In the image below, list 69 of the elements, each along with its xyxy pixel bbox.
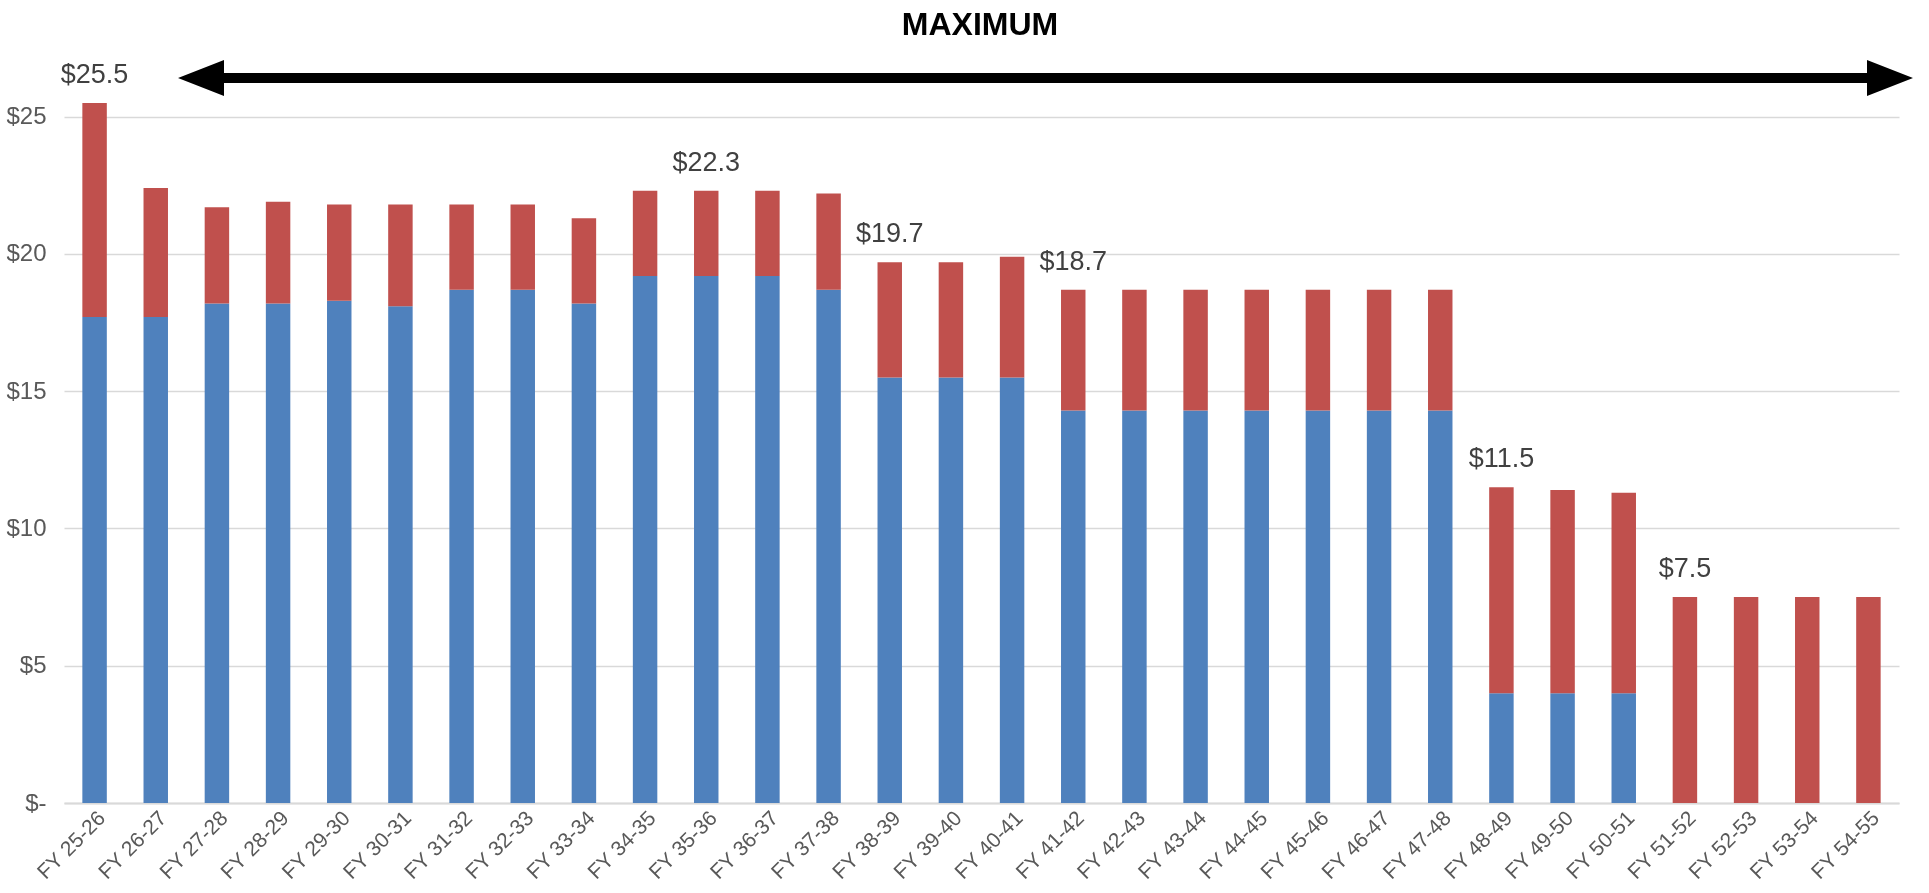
- bar: [204, 207, 230, 304]
- bar: [755, 275, 780, 803]
- y-tick-label: $-: [25, 788, 47, 816]
- bar: [1366, 410, 1392, 803]
- bar: [1856, 597, 1881, 803]
- bar: [632, 190, 658, 276]
- bar: [449, 204, 474, 290]
- bar: [1244, 410, 1269, 803]
- total-label: $25.5: [60, 59, 129, 89]
- total-label: $11.5: [1468, 443, 1535, 474]
- bar: [1550, 490, 1575, 694]
- bar: [1428, 289, 1453, 411]
- bar: [755, 190, 780, 276]
- bar: [1061, 410, 1086, 803]
- bar: [571, 218, 597, 304]
- bar: [265, 201, 291, 304]
- bar: [1489, 693, 1514, 803]
- bar: [510, 289, 535, 803]
- y-tick-label: $20: [6, 239, 47, 267]
- bar: [877, 377, 902, 803]
- bar: [1183, 289, 1208, 411]
- bar: [694, 275, 719, 803]
- bar: [1428, 410, 1453, 803]
- bar: [1244, 289, 1269, 411]
- y-tick-label: $15: [6, 376, 47, 404]
- bar: [938, 377, 964, 803]
- bar: [632, 275, 658, 803]
- bar: [999, 377, 1025, 803]
- total-label: $22.3: [672, 146, 741, 177]
- bar: [938, 262, 964, 378]
- y-tick-label: $5: [19, 651, 47, 679]
- bar: [82, 103, 107, 318]
- y-tick-label: $10: [6, 513, 47, 541]
- bar: [1550, 693, 1575, 803]
- bar: [1611, 492, 1636, 694]
- bar: [82, 317, 107, 803]
- bar: [204, 303, 230, 803]
- total-label: $18.7: [1039, 245, 1108, 276]
- bar: [1305, 410, 1331, 803]
- bar: [1305, 289, 1331, 411]
- bar: [1795, 597, 1820, 803]
- bar: [1122, 289, 1147, 411]
- bar: [1366, 289, 1392, 411]
- text: MAXIMUM: [900, 6, 1060, 43]
- bar: [1672, 597, 1698, 803]
- bar: [816, 193, 841, 290]
- total-label: $7.5: [1658, 553, 1712, 584]
- bar: [143, 188, 168, 318]
- bar: [388, 204, 413, 307]
- bar: [388, 306, 413, 803]
- bar: [1061, 289, 1086, 411]
- bar: [327, 300, 352, 803]
- bar: [877, 262, 902, 378]
- bar: [1183, 410, 1208, 803]
- bar: [571, 303, 597, 803]
- y-tick-label: $25: [6, 102, 47, 130]
- bar: [694, 190, 719, 276]
- bar: [1122, 410, 1147, 803]
- bar: [143, 317, 168, 803]
- bar: [265, 303, 291, 803]
- bar: [999, 256, 1025, 378]
- bar: [510, 204, 535, 290]
- total-label: $19.7: [855, 218, 924, 249]
- bar: [449, 289, 474, 803]
- bar: [1611, 693, 1636, 803]
- bar: [327, 204, 352, 301]
- bar: [816, 289, 841, 803]
- bar: [1489, 487, 1514, 694]
- bar: [1733, 597, 1759, 803]
